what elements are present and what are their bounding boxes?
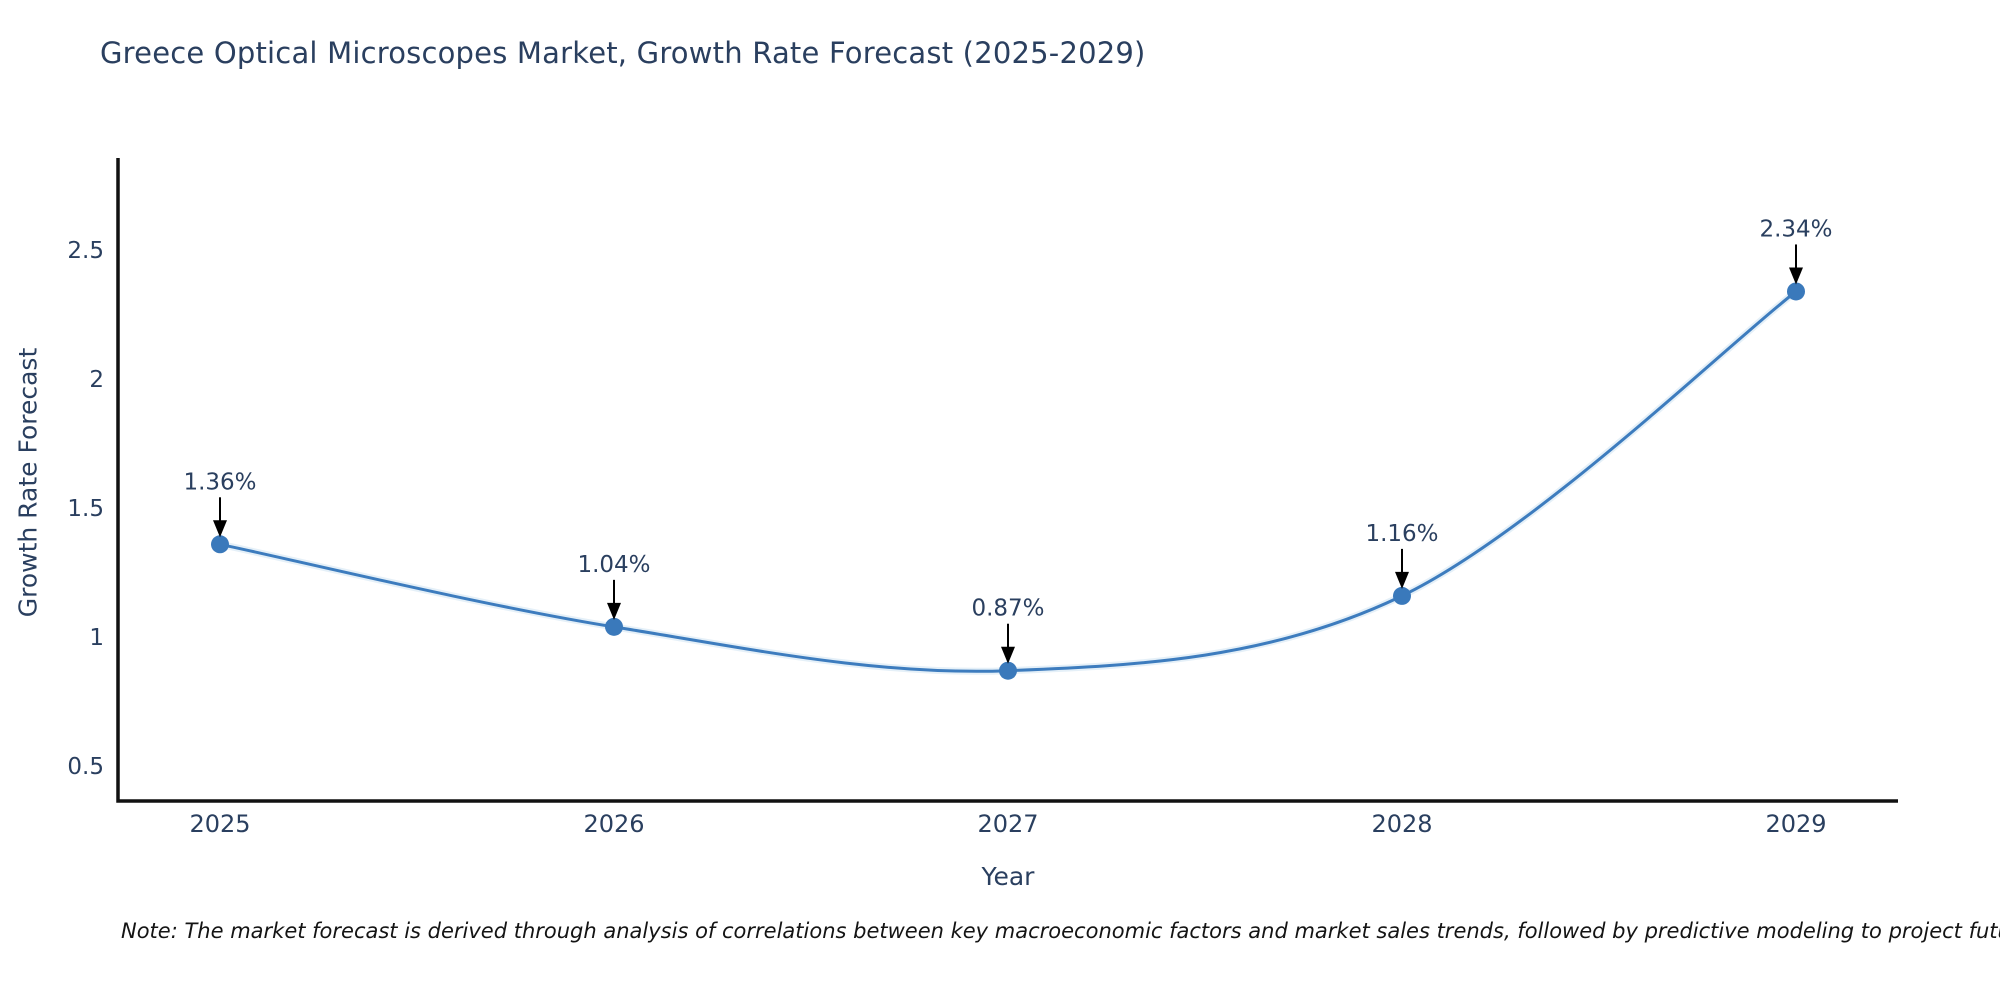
point-value-label: 0.87%	[971, 596, 1044, 622]
axis-lines	[116, 158, 1898, 803]
y-tick-label: 2.5	[67, 238, 104, 264]
chart-title: Greece Optical Microscopes Market, Growt…	[100, 36, 1146, 70]
x-axis-title: Year	[981, 862, 1035, 891]
annotation-arrow-head	[1395, 571, 1409, 589]
point-value-label: 1.36%	[183, 469, 256, 495]
point-value-label: 2.34%	[1759, 216, 1832, 242]
x-tick-label: 2025	[189, 810, 250, 838]
y-tick-label: 1.5	[67, 496, 104, 522]
data-point-marker	[999, 661, 1017, 680]
point-value-label: 1.04%	[577, 552, 650, 578]
y-tick-label: 0.5	[67, 754, 104, 780]
data-point-marker	[605, 617, 623, 636]
data-point-marker	[211, 535, 229, 554]
x-tick-label: 2029	[1765, 810, 1826, 838]
footnote: Note: The market forecast is derived thr…	[121, 919, 2000, 943]
x-tick-label: 2026	[583, 810, 644, 838]
x-tick-label: 2028	[1371, 810, 1432, 838]
y-tick-label: 2	[89, 367, 104, 393]
data-point-marker	[1787, 282, 1805, 301]
annotation-arrow-head	[213, 520, 227, 538]
y-tick-label: 1	[89, 625, 104, 651]
annotation-arrow-head	[1001, 646, 1015, 664]
series-line	[218, 290, 1798, 673]
annotation-arrow-head	[1789, 267, 1803, 285]
data-point-marker	[1393, 586, 1411, 605]
point-value-label: 1.16%	[1365, 521, 1438, 547]
annotation-arrow-head	[607, 602, 621, 620]
y-axis-title: Growth Rate Forecast	[13, 347, 43, 618]
x-tick-label: 2027	[977, 810, 1038, 838]
